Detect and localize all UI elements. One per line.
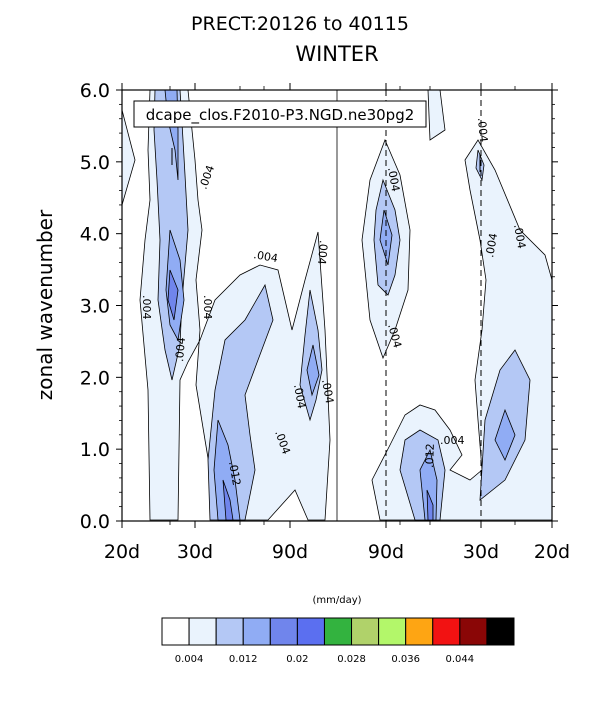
y-axis: 0.0 1.0 2.0 3.0 4.0 5.0 6.0 bbox=[80, 80, 558, 533]
colorbar-swatch bbox=[242, 617, 271, 646]
x-tick-label: 30d bbox=[177, 541, 213, 563]
contour-label: .004 bbox=[173, 337, 188, 363]
legend-label: dcape_clos.F2010-P3.NGD.ne30pg2 bbox=[146, 106, 415, 125]
contour-label: .004 bbox=[140, 295, 153, 320]
contour-label: .004 bbox=[475, 117, 490, 143]
colorbar-swatch bbox=[323, 617, 353, 646]
contour-fill-darkest bbox=[167, 269, 179, 321]
contour-fill-deep bbox=[379, 209, 393, 266]
contour-fills bbox=[121, 89, 553, 521]
y-tick-label: 5.0 bbox=[80, 152, 110, 174]
x-tick-label: 20d bbox=[104, 541, 140, 563]
contour-fill-light bbox=[121, 109, 136, 206]
contour-label: .004 bbox=[291, 383, 308, 409]
contour-fill-deep bbox=[213, 419, 241, 521]
colorbar-swatch bbox=[188, 617, 217, 646]
colorbar-tick-label: 0.036 bbox=[391, 654, 420, 665]
contour-fill-deep bbox=[419, 448, 438, 521]
colorbar: 0.004 0.012 0.02 0.028 0.036 0.044 bbox=[161, 617, 515, 665]
contour-label: .004 bbox=[201, 295, 214, 320]
colorbar-swatch bbox=[215, 617, 244, 646]
contour-label-group: .004 .004 .004 .004 .004 .004 .004 .004 … bbox=[140, 117, 528, 487]
colorbar-swatch bbox=[459, 617, 488, 646]
x-tick-label: 30d bbox=[463, 541, 499, 563]
colorbar-tick-label: 0.004 bbox=[175, 654, 204, 665]
chart-subtitle: WINTER bbox=[295, 42, 378, 66]
x-tick-label: 90d bbox=[368, 541, 404, 563]
contour-label: .004 bbox=[252, 248, 278, 265]
y-axis-label: zonal wavenumber bbox=[33, 209, 57, 400]
y-tick-label: 4.0 bbox=[80, 224, 110, 246]
x-axis: 20d 30d 90d 90d 30d 20d bbox=[104, 83, 570, 563]
colorbar-swatch bbox=[269, 617, 298, 646]
colorbar-swatch bbox=[486, 617, 515, 646]
contour-label: .004 bbox=[197, 164, 218, 191]
colorbar-tick-label: 0.012 bbox=[229, 654, 258, 665]
x-tick-label: 90d bbox=[272, 541, 308, 563]
contour-fill-light bbox=[427, 89, 446, 141]
contour-label: .004 bbox=[483, 232, 500, 258]
colorbar-tick-label: 0.044 bbox=[446, 654, 475, 665]
contour-label: .012 bbox=[226, 460, 243, 486]
colorbar-tick-label: 0.02 bbox=[286, 654, 308, 665]
contour-label: .012 bbox=[423, 443, 437, 468]
chart-title: PRECT:20126 to 40115 bbox=[191, 13, 409, 35]
contour-label: .004 bbox=[319, 378, 336, 404]
colorbar-tick-label: 0.028 bbox=[337, 654, 366, 665]
contour-fill-deep bbox=[306, 344, 320, 397]
contour-label: .004 bbox=[385, 166, 402, 192]
y-tick-label: 1.0 bbox=[80, 439, 110, 461]
x-tick-label: 20d bbox=[534, 541, 570, 563]
y-tick-label: 0.0 bbox=[80, 511, 110, 533]
y-tick-label: 2.0 bbox=[80, 367, 110, 389]
contour-label: .004 bbox=[440, 434, 465, 447]
y-tick-label: 3.0 bbox=[80, 296, 110, 318]
contour-fill-deep bbox=[494, 408, 516, 461]
colorbar-swatch bbox=[351, 617, 380, 646]
contour-fill-light bbox=[139, 89, 331, 521]
colorbar-swatch bbox=[161, 617, 190, 646]
colorbar-swatch bbox=[296, 617, 325, 646]
contour-label: .004 bbox=[315, 240, 330, 266]
colorbar-swatch bbox=[432, 617, 461, 646]
y-tick-label: 6.0 bbox=[80, 80, 110, 102]
contour-fill-darkest bbox=[222, 479, 234, 521]
colorbar-swatch bbox=[405, 617, 434, 646]
contour-fill-darkest bbox=[426, 489, 434, 521]
colorbar-units: (mm/day) bbox=[312, 595, 361, 606]
contour-label: .004 bbox=[385, 322, 404, 349]
colorbar-swatch bbox=[378, 617, 407, 646]
legend-box bbox=[133, 100, 427, 128]
contour-label: .004 bbox=[511, 223, 528, 249]
